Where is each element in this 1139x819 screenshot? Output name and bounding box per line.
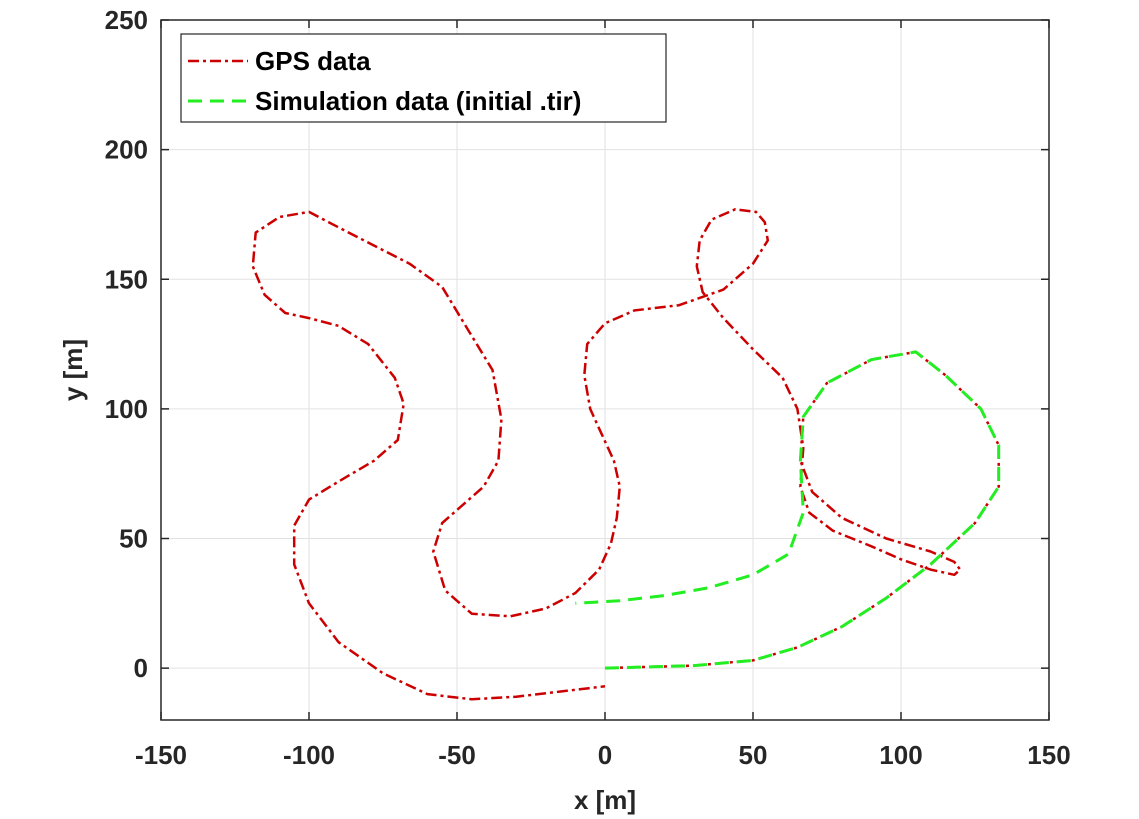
y-tick-label: 100 <box>105 394 148 424</box>
legend-label-simulation: Simulation data (initial .tir) <box>255 86 581 116</box>
x-tick-label: -100 <box>283 740 335 770</box>
x-tick-label: 150 <box>1027 740 1070 770</box>
x-tick-label: 50 <box>739 740 768 770</box>
y-tick-label: 0 <box>134 653 148 683</box>
series-gps-line <box>251 208 1000 701</box>
y-axis-label: y [m] <box>58 339 88 401</box>
ticks: -150 -100 -50 0 50 100 150 0 50 100 150 200 250 <box>105 5 1071 770</box>
series-simulation-line <box>575 350 1001 670</box>
x-tick-label: 100 <box>879 740 922 770</box>
y-tick-label: 250 <box>105 5 148 35</box>
x-tick-label: -50 <box>438 740 476 770</box>
y-tick-label: 200 <box>105 135 148 165</box>
x-axis-label: x [m] <box>574 785 636 815</box>
legend-box <box>180 33 667 123</box>
x-tick-label: 0 <box>598 740 612 770</box>
y-tick-label: 150 <box>105 264 148 294</box>
x-tick-label: -150 <box>135 740 187 770</box>
grid <box>160 19 1050 720</box>
y-tick-label: 50 <box>119 524 148 554</box>
legend: GPS data Simulation data (initial .tir) <box>180 33 667 123</box>
series-layer <box>251 208 1001 701</box>
legend-label-gps: GPS data <box>255 46 371 76</box>
